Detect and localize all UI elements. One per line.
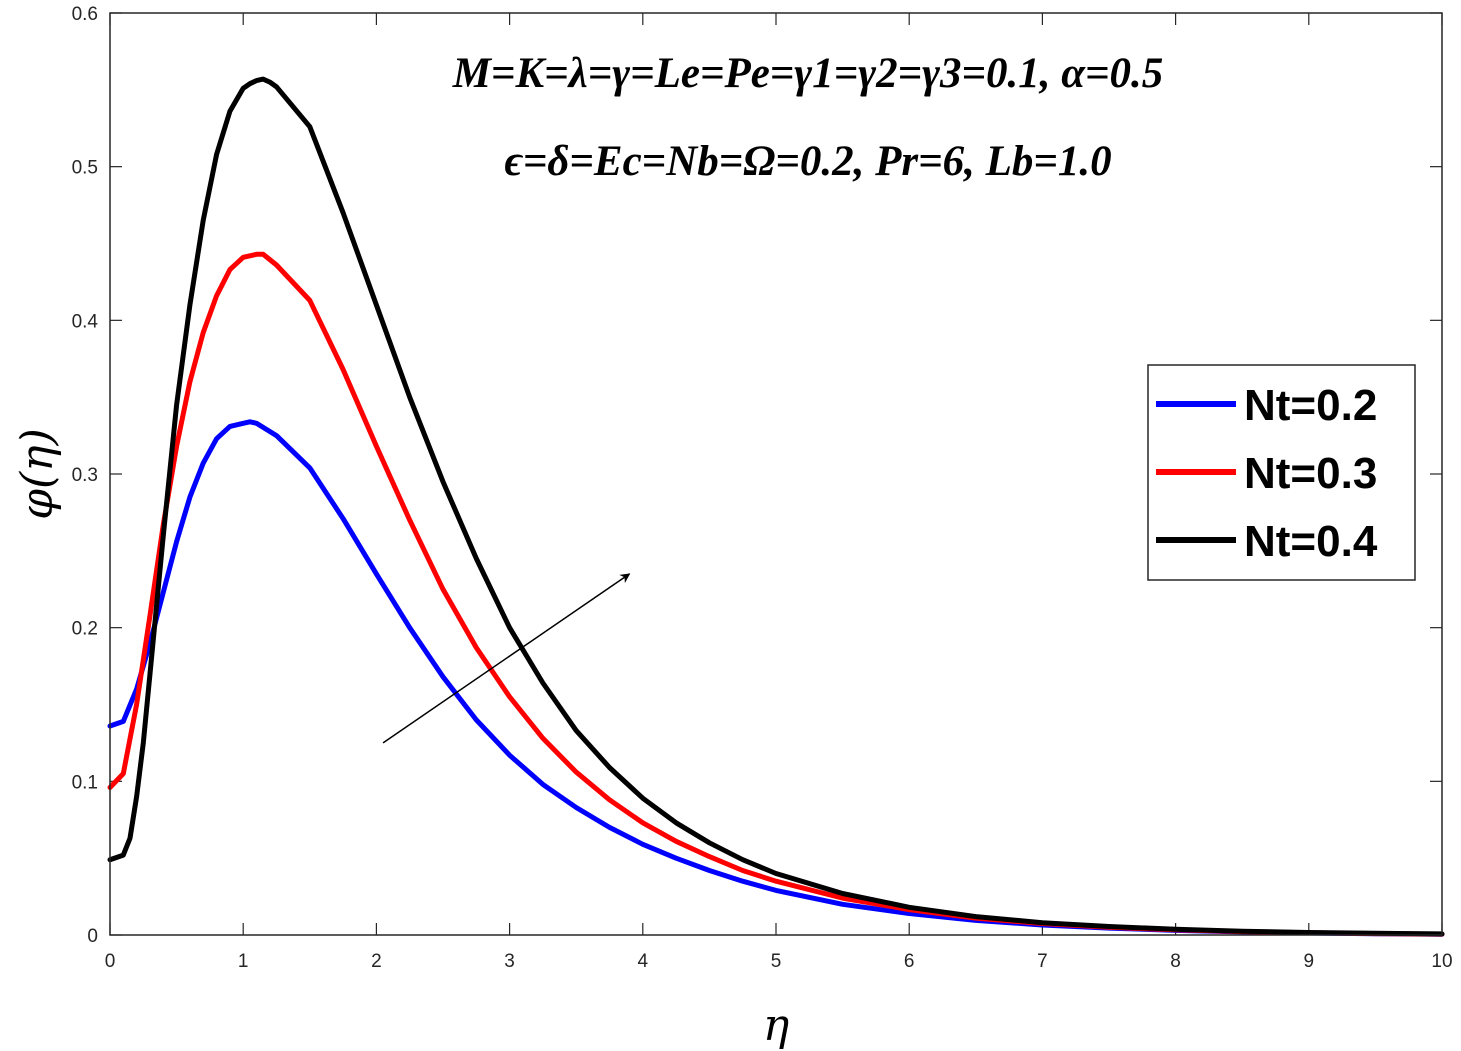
- legend: Nt=0.2 Nt=0.3 Nt=0.4: [1147, 364, 1416, 581]
- annotation-line-2: ϵ=δ=Ec=Nb=Ω=0.2, Pr=6, Lb=1.0: [504, 138, 1111, 185]
- y-tick-label: 0.2: [72, 619, 98, 640]
- x-tick-labels: 0 1 2 3 4 5 6 7 8 9 10: [105, 951, 1453, 972]
- x-tick-label: 9: [1304, 951, 1315, 972]
- x-tick-label: 5: [771, 951, 782, 972]
- legend-label: Nt=0.4: [1244, 517, 1378, 566]
- x-axis-label: η: [763, 1000, 789, 1051]
- x-tick-label: 4: [638, 951, 649, 972]
- y-axis-label: φ(η): [12, 428, 63, 520]
- plot-area-frame: [109, 12, 1443, 936]
- y-tick-label: 0.1: [72, 772, 98, 793]
- series-line-nt-0-4: [107, 76, 1445, 937]
- legend-entries: Nt=0.2 Nt=0.3 Nt=0.4: [1156, 381, 1378, 566]
- increasing-nt-arrow: [382, 573, 631, 744]
- y-tick-label: 0.5: [72, 158, 98, 179]
- x-tick-label: 6: [904, 951, 915, 972]
- y-tick-label: 0.3: [72, 465, 98, 486]
- x-tick-label: 7: [1037, 951, 1048, 972]
- series-layer: [107, 76, 1445, 937]
- y-tick-label: 0.4: [72, 311, 99, 332]
- legend-label: Nt=0.2: [1244, 381, 1377, 430]
- y-tick-label: 0: [87, 926, 98, 947]
- annotation-line-1: M=K=λ=γ=Le=Pe=γ1=γ2=γ3=0.1, α=0.5: [452, 50, 1164, 97]
- legend-label: Nt=0.3: [1244, 449, 1377, 498]
- x-tick-label: 0: [105, 951, 116, 972]
- y-tick-label: 0.6: [72, 4, 98, 25]
- x-tick-label: 2: [371, 951, 382, 972]
- x-tick-label: 1: [238, 951, 249, 972]
- x-tick-label: 10: [1431, 951, 1452, 972]
- x-tick-label: 3: [504, 951, 515, 972]
- y-tick-labels: 0 0.1 0.2 0.3 0.4 0.5 0.6: [72, 4, 99, 947]
- x-tick-label: 8: [1170, 951, 1181, 972]
